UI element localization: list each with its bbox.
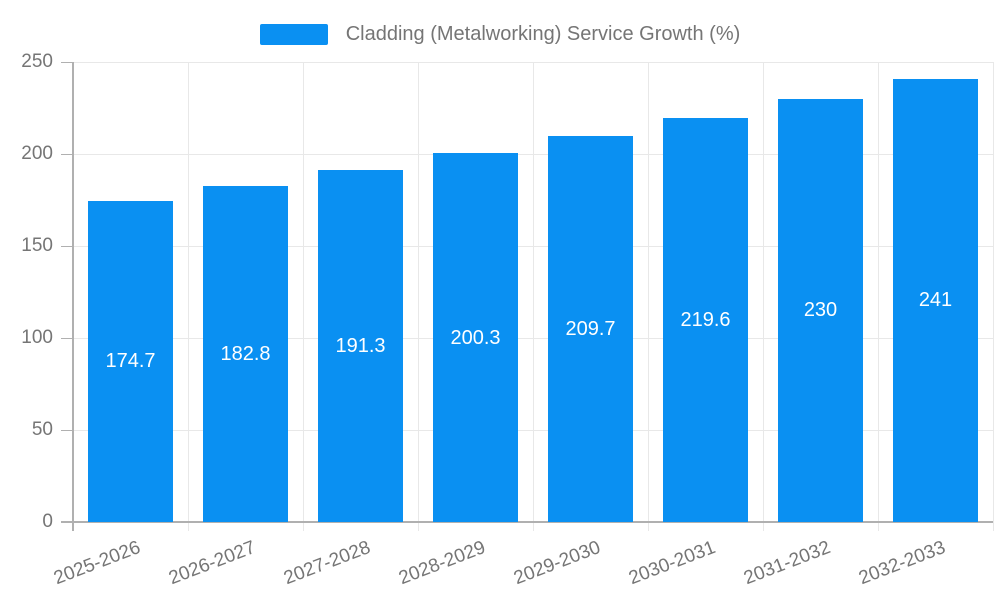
bar-value-label: 241	[918, 289, 953, 312]
bar-value-label: 174.7	[105, 350, 156, 373]
bar-value-label: 230	[803, 299, 838, 322]
x-axis-label: 2027-2028	[280, 537, 374, 590]
bar-value-label: 209.7	[565, 318, 616, 341]
x-axis-label: 2029-2030	[510, 537, 604, 590]
y-axis-label: 0	[42, 511, 53, 532]
gridline-vertical	[417, 62, 419, 531]
y-axis-tick	[61, 245, 73, 247]
x-axis-label: 2032-2033	[855, 537, 949, 590]
x-axis-label: 2031-2032	[740, 537, 834, 590]
bar-value-label: 200.3	[450, 326, 501, 349]
bar-value-label: 182.8	[220, 342, 271, 365]
y-axis-label: 250	[21, 51, 53, 72]
y-axis-tick	[61, 337, 73, 339]
bar[interactable]	[433, 153, 518, 522]
x-axis-line	[61, 521, 993, 523]
gridline-vertical	[532, 62, 534, 531]
x-axis-label: 2026-2027	[165, 537, 259, 590]
bar-value-label: 219.6	[680, 308, 731, 331]
gridline-vertical	[187, 62, 189, 531]
x-axis-label: 2030-2031	[625, 537, 719, 590]
bar[interactable]	[663, 117, 748, 522]
y-axis-line	[72, 62, 74, 531]
bar[interactable]	[893, 78, 978, 522]
y-axis-label: 100	[21, 327, 53, 348]
bar[interactable]	[778, 98, 863, 522]
bar[interactable]	[203, 185, 288, 522]
gridline-vertical	[762, 62, 764, 531]
bar[interactable]	[548, 136, 633, 522]
legend-item[interactable]: Cladding (Metalworking) Service Growth (…	[0, 23, 1000, 46]
y-axis-tick	[61, 153, 73, 155]
y-axis-tick	[61, 429, 73, 431]
x-axis-label: 2028-2029	[395, 537, 489, 590]
y-axis-label: 200	[21, 143, 53, 164]
y-axis-tick	[61, 61, 73, 63]
gridline-vertical	[877, 62, 879, 531]
x-axis-label: 2025-2026	[50, 537, 144, 590]
bar[interactable]	[318, 170, 403, 522]
legend-swatch-icon	[259, 24, 328, 45]
bar-value-label: 191.3	[335, 335, 386, 357]
gridline-vertical	[647, 62, 649, 531]
gridline-vertical	[992, 62, 994, 531]
gridline-vertical	[302, 62, 304, 531]
y-axis-label: 50	[31, 419, 53, 440]
bar[interactable]	[88, 200, 173, 522]
legend-label: Cladding (Metalworking) Service Growth (…	[345, 23, 741, 45]
y-axis-label: 150	[21, 235, 53, 256]
